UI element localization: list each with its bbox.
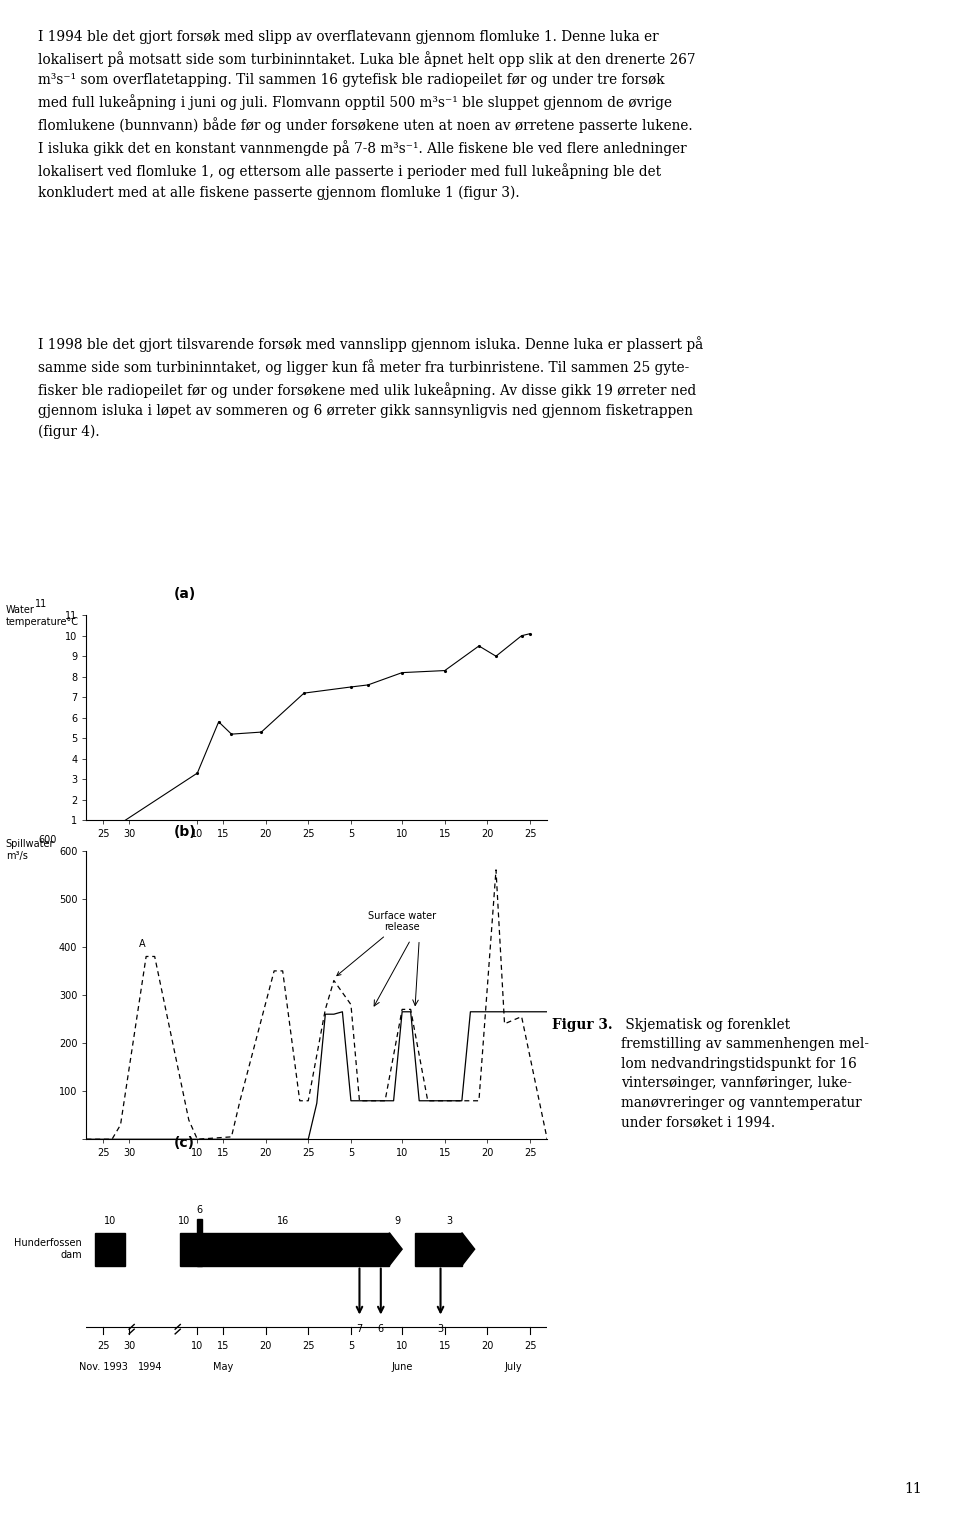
Text: 20: 20 [481,1341,493,1350]
Bar [180,1233,390,1265]
Text: A: A [138,939,145,949]
Text: 25: 25 [302,1341,315,1350]
Text: 10: 10 [179,1215,191,1226]
Text: July: July [504,1363,522,1372]
Text: (c): (c) [174,1136,195,1150]
Text: I 1998 ble det gjort tilsvarende forsøk med vannslipp gjennom isluka. Denne luka: I 1998 ble det gjort tilsvarende forsøk … [38,336,704,439]
Text: Figur 3.: Figur 3. [552,1018,612,1031]
Text: Spillwater
m³/s: Spillwater m³/s [6,838,55,861]
Bar [95,1233,125,1265]
Text: (b): (b) [174,825,197,838]
Text: 5: 5 [348,1341,354,1350]
Text: 3: 3 [446,1215,452,1226]
Text: Nov. 1993: Nov. 1993 [79,1363,128,1372]
Text: 25: 25 [524,1341,537,1350]
Bar [198,1220,202,1265]
Text: 6: 6 [377,1325,384,1335]
Text: June: June [392,1363,413,1372]
Text: 3: 3 [438,1325,444,1335]
Text: 9: 9 [395,1215,401,1226]
Text: I 1994 ble det gjort forsøk med slipp av overflatevann gjennom flomluke 1. Denne: I 1994 ble det gjort forsøk med slipp av… [38,30,696,201]
Text: May: May [213,1363,233,1372]
Text: 1994: 1994 [138,1363,162,1372]
Text: 25: 25 [97,1341,109,1350]
Text: Water
temperature°C: Water temperature°C [6,605,79,626]
Text: 10: 10 [396,1341,408,1350]
Text: 11: 11 [35,598,47,609]
Text: 15: 15 [217,1341,229,1350]
Text: 10: 10 [104,1215,116,1226]
Polygon shape [462,1233,474,1265]
Text: 10: 10 [191,1341,204,1350]
Text: 16: 16 [276,1215,289,1226]
Text: 20: 20 [259,1341,272,1350]
Text: 15: 15 [439,1341,451,1350]
Text: (a): (a) [174,586,196,602]
Polygon shape [390,1233,402,1265]
Text: 30: 30 [123,1341,135,1350]
Text: 11: 11 [904,1483,922,1496]
Text: Skjematisk og forenklet
fremstilling av sammenhengen mel-
lom nedvandringstidspu: Skjematisk og forenklet fremstilling av … [621,1018,869,1129]
Text: 600: 600 [38,835,57,845]
Text: 6: 6 [197,1205,203,1215]
Text: 7: 7 [356,1325,363,1335]
Text: Hunderfossen
dam: Hunderfossen dam [14,1238,83,1259]
Text: Surface water
release: Surface water release [337,911,436,975]
Bar [415,1233,462,1265]
